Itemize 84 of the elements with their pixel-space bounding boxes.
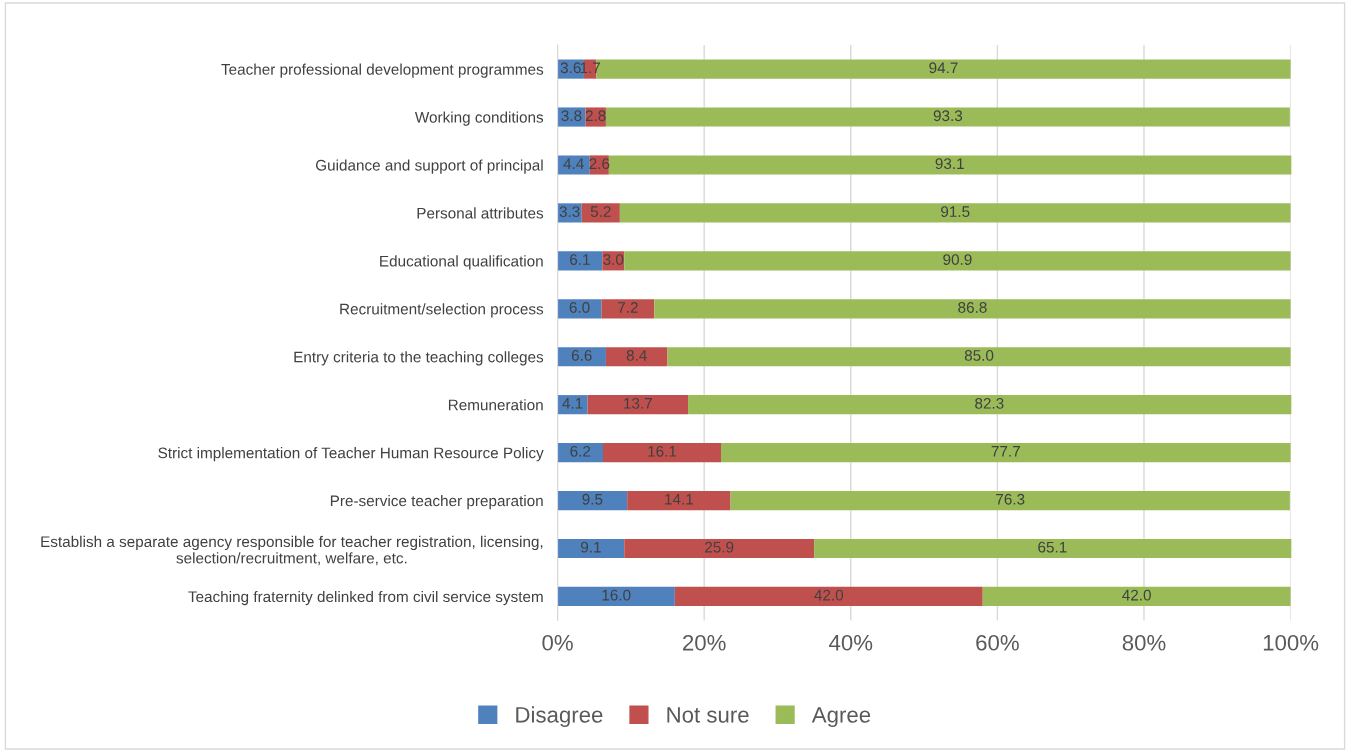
bar <box>619 203 1291 223</box>
bar <box>982 586 1291 607</box>
legend-label: Not sure <box>667 707 749 723</box>
bar <box>587 395 689 415</box>
bar <box>557 251 603 271</box>
bar <box>581 203 620 223</box>
data-label: 8.4 <box>626 350 647 361</box>
data-label: 3.3 <box>559 206 580 218</box>
bar <box>667 347 1291 367</box>
data-label: 93.3 <box>933 110 963 122</box>
y-tick-label: Pre-service teacher preparation <box>330 495 543 510</box>
data-label: 42.0 <box>814 589 844 601</box>
bar <box>730 490 1290 511</box>
data-label: 16.1 <box>648 445 677 457</box>
bar <box>557 538 625 559</box>
bar <box>557 107 586 127</box>
data-label: 93.1 <box>935 158 964 170</box>
data-label: 3.0 <box>603 254 624 265</box>
y-tick-label: Guidance and support of principal <box>315 159 543 174</box>
bar <box>627 490 731 511</box>
y-tick-label: Establish a separate agency responsible for teacher registration, licensing, selection/recruitment, welfare, etc. <box>41 535 543 566</box>
data-label: 91.5 <box>941 206 970 218</box>
x-tick-label: 100% <box>1263 634 1319 651</box>
bar <box>624 538 815 559</box>
data-label: 6.2 <box>570 445 591 457</box>
bar <box>654 299 1291 319</box>
data-label: 76.3 <box>996 493 1025 505</box>
data-label: 85.0 <box>964 350 994 361</box>
bar <box>674 586 983 607</box>
bar <box>605 347 668 367</box>
y-tick-label: Entry criteria to the teaching colleges <box>294 351 544 366</box>
data-label: 90.9 <box>943 254 972 265</box>
data-label: 3.6 <box>560 62 581 74</box>
bar <box>585 107 606 127</box>
x-tick-label: 80% <box>1122 634 1166 651</box>
y-tick-label: Teacher professional development programmes <box>221 63 544 78</box>
bar <box>557 347 606 367</box>
data-label: 14.1 <box>665 493 693 505</box>
data-label: 6.1 <box>570 254 590 265</box>
bar <box>603 443 722 463</box>
data-label: 4.1 <box>562 398 583 409</box>
legend-label: Disagree <box>516 706 603 728</box>
bar <box>557 299 602 319</box>
data-label: 13.7 <box>624 397 652 409</box>
bar <box>557 155 590 175</box>
data-label: 42.0 <box>1122 589 1151 601</box>
data-label: 9.5 <box>582 493 603 505</box>
bar <box>608 155 1292 175</box>
y-tick-label: Teaching fraternity delinked from civil service system <box>188 590 543 606</box>
x-tick-label: 20% <box>683 634 726 651</box>
bar <box>557 443 603 463</box>
x-tick-label: 0% <box>542 634 573 651</box>
data-label: 82.3 <box>975 397 1004 409</box>
bar <box>688 395 1292 415</box>
data-label: 6.6 <box>571 350 592 361</box>
y-tick-label: Remuneration <box>448 399 543 411</box>
data-label: 5.2 <box>590 206 611 218</box>
data-label: 77.7 <box>991 446 1020 457</box>
bar <box>557 490 628 511</box>
data-label: 16.0 <box>602 589 631 601</box>
y-tick-label: Working conditions <box>414 111 544 126</box>
bar <box>624 251 1291 271</box>
y-tick-label: Recruitment/selection process <box>340 303 544 318</box>
y-tick-label: Educational qualification <box>380 255 543 270</box>
x-tick-label: 60% <box>976 634 1019 651</box>
data-label: 7.2 <box>618 302 638 313</box>
data-label: 94.7 <box>929 62 958 74</box>
bar <box>557 586 675 607</box>
y-tick-label: Personal attributes <box>417 207 544 219</box>
bar <box>814 538 1292 559</box>
data-label: 9.1 <box>581 541 601 553</box>
data-label: 25.9 <box>705 541 734 553</box>
bar <box>601 299 655 319</box>
data-label: 86.8 <box>958 302 987 313</box>
legend-label: Agree <box>811 707 871 728</box>
bar <box>721 443 1291 463</box>
data-label: 3.8 <box>561 110 582 122</box>
bar <box>605 107 1290 127</box>
x-tick-label: 40% <box>829 634 873 651</box>
data-label: 65.1 <box>1038 541 1067 553</box>
data-label: 6.0 <box>569 302 590 313</box>
y-tick-label: Strict implementation of Teacher Human Resource Policy <box>158 447 544 462</box>
data-label: 2.8 <box>585 110 606 122</box>
data-label: 4.4 <box>563 158 584 169</box>
